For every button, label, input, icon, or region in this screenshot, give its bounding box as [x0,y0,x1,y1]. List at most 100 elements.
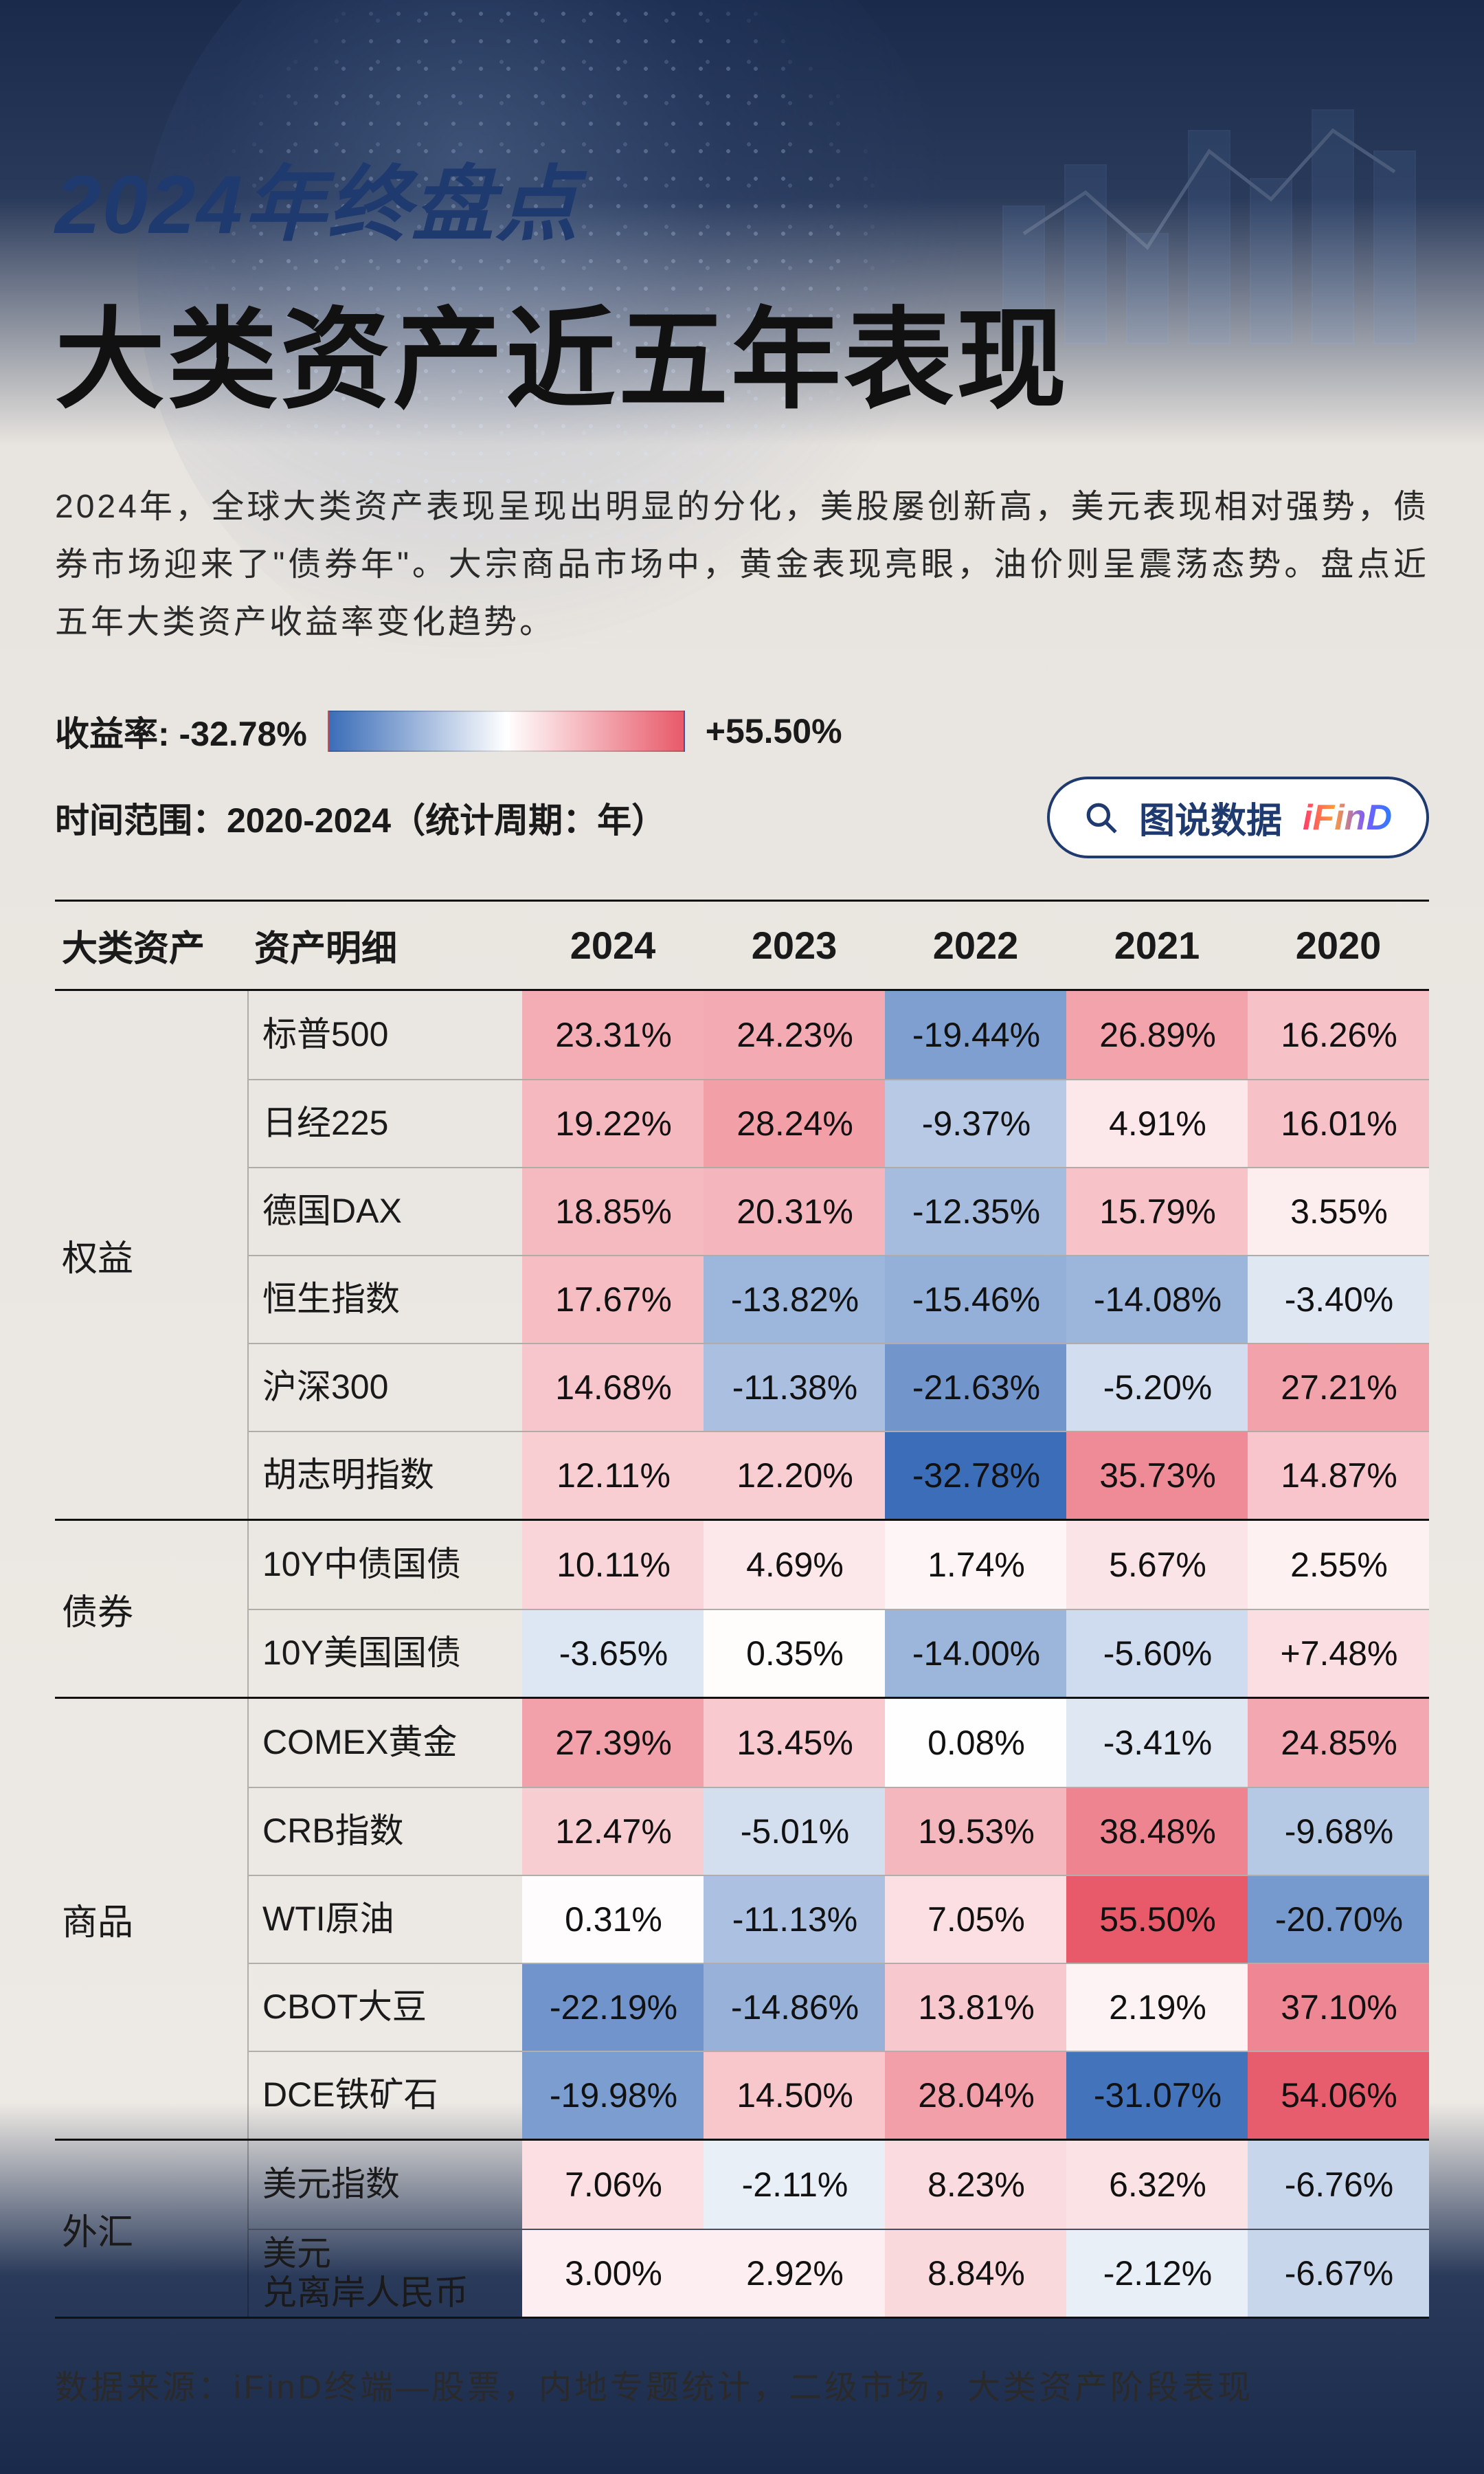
col-year-2020: 2020 [1248,923,1429,968]
col-category: 大类资产 [55,920,247,971]
value-cell: 0.08% [885,1699,1066,1787]
value-cell: 23.31% [522,991,704,1079]
value-cell: -3.41% [1066,1699,1248,1787]
asset-name: 美元兑离岸人民币 [247,2230,522,2317]
asset-name: 标普500 [247,991,522,1079]
value-cell: 2.19% [1066,1964,1248,2051]
value-cell: 3.55% [1248,1168,1429,1255]
table-row: 10Y中债国债10.11%4.69%1.74%5.67%2.55% [247,1521,1429,1609]
value-cell: 4.69% [704,1521,885,1609]
value-cell: -21.63% [885,1344,1066,1431]
value-cell: 10.11% [522,1521,704,1609]
value-cell: -2.12% [1066,2230,1248,2317]
value-cell: -31.07% [1066,2052,1248,2139]
value-cell: 7.06% [522,2141,704,2229]
group-label: 外汇 [55,2141,247,2317]
data-source: 数据来源：iFinD终端—股票，内地专题统计，二级市场，大类资产阶段表现 [55,2360,1429,2408]
data-pill[interactable]: 图说数据 iFinD [1047,777,1429,858]
table-row: CBOT大豆-22.19%-14.86%13.81%2.19%37.10% [247,1963,1429,2051]
value-cell: 13.81% [885,1964,1066,2051]
value-cell: 14.68% [522,1344,704,1431]
value-cell: 16.01% [1248,1080,1429,1167]
table-row: 10Y美国国债-3.65%0.35%-14.00%-5.60%+7.48% [247,1609,1429,1697]
value-cell: -9.37% [885,1080,1066,1167]
value-cell: 28.04% [885,2052,1066,2139]
asset-name: 美元指数 [247,2141,522,2229]
asset-name: 恒生指数 [247,1256,522,1343]
table-row: DCE铁矿石-19.98%14.50%28.04%-31.07%54.06% [247,2051,1429,2139]
value-cell: -32.78% [885,1432,1066,1519]
value-cell: 4.91% [1066,1080,1248,1167]
table-row: 德国DAX18.85%20.31%-12.35%15.79%3.55% [247,1167,1429,1255]
value-cell: +7.48% [1248,1610,1429,1697]
value-cell: -2.11% [704,2141,885,2229]
asset-name: 10Y美国国债 [247,1610,522,1697]
value-cell: 20.31% [704,1168,885,1255]
value-cell: -3.40% [1248,1256,1429,1343]
table-row: 美元兑离岸人民币3.00%2.92%8.84%-2.12%-6.67% [247,2229,1429,2317]
value-cell: 27.39% [522,1699,704,1787]
value-cell: 2.92% [704,2230,885,2317]
value-cell: -6.76% [1248,2141,1429,2229]
table-row: COMEX黄金27.39%13.45%0.08%-3.41%24.85% [247,1699,1429,1787]
col-year-2022: 2022 [885,923,1066,968]
legend-prefix: 收益率: [55,715,179,753]
value-cell: 27.21% [1248,1344,1429,1431]
value-cell: 13.45% [704,1699,885,1787]
value-cell: 55.50% [1066,1876,1248,1963]
legend: 收益率: -32.78% +55.50% [55,706,1429,756]
table-group: 债券10Y中债国债10.11%4.69%1.74%5.67%2.55%10Y美国… [55,1521,1429,1699]
value-cell: -20.70% [1248,1876,1429,1963]
table-row: WTI原油0.31%-11.13%7.05%55.50%-20.70% [247,1875,1429,1963]
asset-name: 沪深300 [247,1344,522,1431]
time-range-label: 时间范围：2020-2024（统计周期：年） [55,793,666,843]
value-cell: 24.23% [704,991,885,1079]
value-cell: 12.20% [704,1432,885,1519]
asset-name: CBOT大豆 [247,1964,522,2051]
value-cell: -12.35% [885,1168,1066,1255]
value-cell: -5.60% [1066,1610,1248,1697]
table-row: 美元指数7.06%-2.11%8.23%6.32%-6.76% [247,2141,1429,2229]
value-cell: -11.13% [704,1876,885,1963]
asset-name: COMEX黄金 [247,1699,522,1787]
value-cell: 8.23% [885,2141,1066,2229]
group-label: 权益 [55,991,247,1519]
table-row: 胡志明指数12.11%12.20%-32.78%35.73%14.87% [247,1431,1429,1519]
table-group: 商品COMEX黄金27.39%13.45%0.08%-3.41%24.85%CR… [55,1699,1429,2141]
search-icon [1084,801,1118,835]
asset-name: DCE铁矿石 [247,2052,522,2139]
value-cell: 16.26% [1248,991,1429,1079]
value-cell: 19.22% [522,1080,704,1167]
value-cell: 24.85% [1248,1699,1429,1787]
value-cell: 18.85% [522,1168,704,1255]
pill-text: 图说数据 [1139,792,1282,843]
value-cell: 12.47% [522,1788,704,1875]
value-cell: -14.08% [1066,1256,1248,1343]
legend-min: -32.78% [179,715,307,753]
value-cell: -15.46% [885,1256,1066,1343]
value-cell: 54.06% [1248,2052,1429,2139]
legend-max: +55.50% [706,711,842,751]
subtitle: 2024年终盘点 [55,137,1429,257]
value-cell: 3.00% [522,2230,704,2317]
value-cell: 14.87% [1248,1432,1429,1519]
value-cell: 8.84% [885,2230,1066,2317]
value-cell: 6.32% [1066,2141,1248,2229]
value-cell: -6.67% [1248,2230,1429,2317]
asset-name: 胡志明指数 [247,1432,522,1519]
col-year-2023: 2023 [704,923,885,968]
value-cell: -13.82% [704,1256,885,1343]
asset-name: 日经225 [247,1080,522,1167]
group-label: 债券 [55,1521,247,1697]
asset-name: 10Y中债国债 [247,1521,522,1609]
table-row: 标普50023.31%24.23%-19.44%26.89%16.26% [247,991,1429,1079]
value-cell: 35.73% [1066,1432,1248,1519]
value-cell: -19.44% [885,991,1066,1079]
heatmap-table: 大类资产 资产明细 2024 2023 2022 2021 2020 权益标普5… [55,900,1429,2319]
value-cell: 14.50% [704,2052,885,2139]
col-year-2024: 2024 [522,923,704,968]
asset-name: WTI原油 [247,1876,522,1963]
asset-name: CRB指数 [247,1788,522,1875]
asset-name: 德国DAX [247,1168,522,1255]
table-row: 恒生指数17.67%-13.82%-15.46%-14.08%-3.40% [247,1255,1429,1343]
